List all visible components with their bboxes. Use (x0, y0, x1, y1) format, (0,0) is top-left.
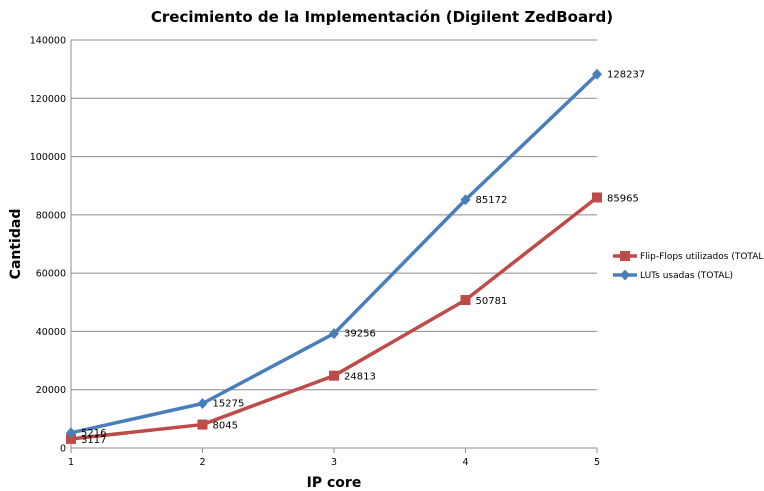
data-point (197, 419, 208, 430)
legend-item: Flip-Flops utilizados (TOTAL) (613, 251, 764, 262)
data-label: 39256 (344, 329, 376, 340)
legend-label: LUTs usadas (TOTAL) (640, 271, 733, 281)
data-label: 128237 (607, 69, 645, 80)
data-point (66, 427, 76, 439)
legend-swatch-marker (620, 269, 630, 281)
y-tick-label: 120000 (30, 94, 66, 105)
data-point (460, 194, 471, 206)
x-axis-title: IP core (307, 475, 362, 491)
data-label: 24813 (344, 372, 376, 383)
series-luts (66, 68, 602, 439)
data-label: 5216 (81, 428, 106, 439)
x-tick-labels: 1 2 3 4 5 (68, 457, 600, 468)
data-point (329, 328, 339, 340)
x-tick-label: 2 (199, 457, 205, 468)
data-point (197, 397, 208, 409)
legend: Flip-Flops utilizados (TOTAL) LUTs usadas… (613, 251, 764, 281)
y-tick-label: 60000 (36, 269, 66, 280)
x-tick-label: 4 (462, 457, 468, 468)
y-tick-label: 80000 (36, 210, 66, 221)
chart-title: Crecimiento de la Implementación (Digile… (151, 8, 613, 26)
axes (70, 40, 598, 453)
series-line (70, 196, 599, 441)
legend-swatch-marker (620, 251, 630, 261)
x-tick-label: 1 (68, 457, 74, 468)
data-point (66, 433, 76, 444)
y-tick-label: 0 (60, 444, 66, 455)
y-tick-labels: 0 20000 40000 60000 80000 100000 120000 140000 (30, 36, 66, 455)
gridlines (71, 39, 597, 391)
data-label: 85965 (607, 193, 639, 204)
data-point (592, 68, 602, 80)
x-tick-label: 3 (331, 457, 337, 468)
y-axis-title: Cantidad (8, 209, 24, 280)
data-label: 8045 (213, 421, 238, 432)
y-tick-label: 20000 (36, 385, 66, 396)
legend-item: LUTs usadas (TOTAL) (613, 269, 733, 281)
data-label: 15275 (213, 398, 245, 409)
data-point (592, 192, 602, 203)
y-tick-label: 100000 (30, 152, 66, 163)
series-layer (66, 68, 602, 444)
data-point (460, 295, 471, 306)
data-label: 3117 (81, 435, 106, 446)
legend-label: Flip-Flops utilizados (TOTAL) (640, 252, 764, 262)
y-tick-label: 40000 (36, 327, 66, 338)
x-tick-label: 5 (594, 457, 600, 468)
data-label: 85172 (476, 195, 508, 206)
series-flip-flops (66, 192, 602, 444)
data-point (329, 370, 339, 381)
y-tick-label: 140000 (30, 36, 66, 47)
data-labels: 3117 8045 24813 50781 85965 5216 15275 39256 851… (81, 69, 645, 446)
data-label: 50781 (476, 296, 508, 307)
